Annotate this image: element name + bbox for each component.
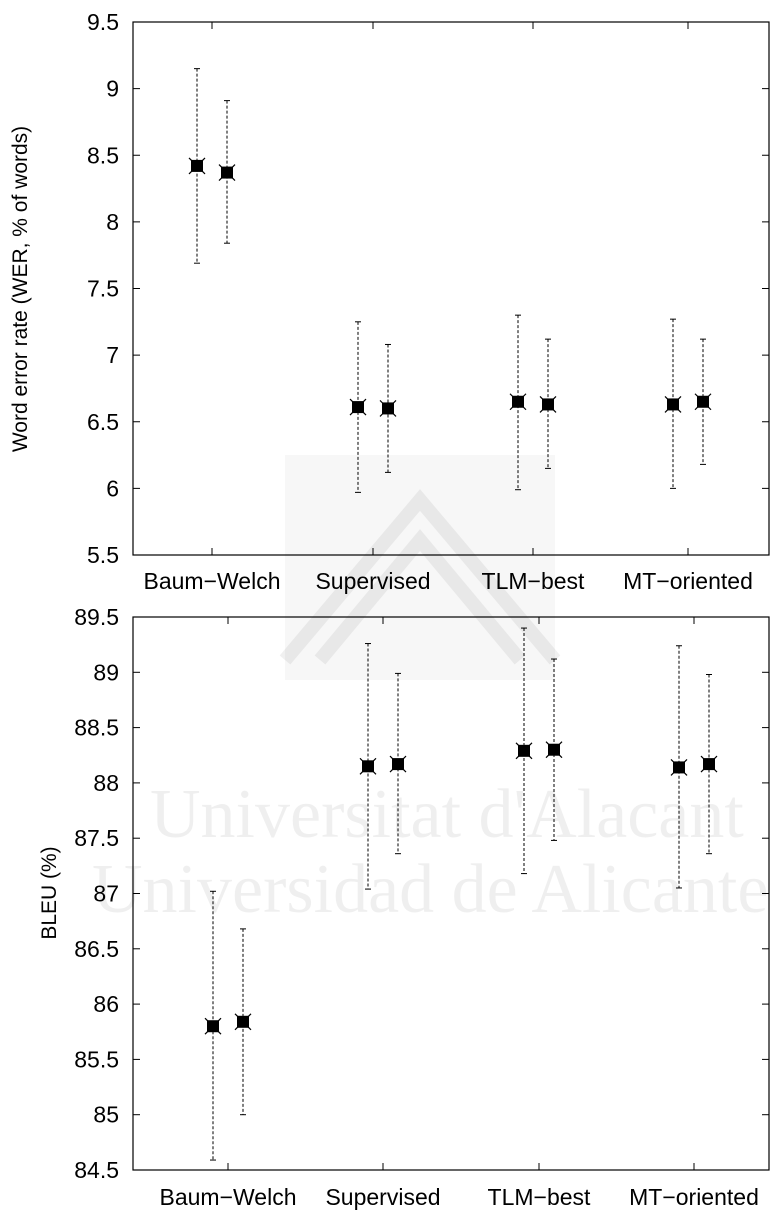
chart1-ylabel: Word error rate (WER, % of words) <box>9 126 32 452</box>
chart2-point-cross-b <box>359 757 377 775</box>
chart1-ytick-label: 7.5 <box>87 276 119 302</box>
chart1-point-cross-b <box>509 393 527 411</box>
chart1-point-cross-b <box>694 393 712 411</box>
chart2-point-cross-b <box>204 1017 222 1035</box>
chart1-ytick-label: 5.5 <box>87 542 119 568</box>
chart2-ytick-label: 85 <box>93 1102 119 1128</box>
chart1-point-cross-b <box>218 164 236 181</box>
chart2-ytick-label: 86 <box>93 991 119 1017</box>
chart1-ytick-label: 8.5 <box>87 142 119 168</box>
chart2-ytick-label: 85.5 <box>74 1046 119 1072</box>
chart2-ytick-label: 89 <box>93 659 119 685</box>
chart2-xtick-label: Baum−Welch <box>159 1184 296 1210</box>
chart2-ytick-label: 87.5 <box>74 825 119 851</box>
chart1-point-cross-b <box>188 157 206 175</box>
chart2-xtick-label: Supervised <box>325 1184 440 1210</box>
chart1-point-cross-b <box>349 398 367 416</box>
chart1-point-cross-b <box>379 400 397 417</box>
chart1-point-cross-b <box>664 396 682 413</box>
chart2-point-cross-b <box>234 1013 252 1031</box>
chart2-point-cross-b <box>389 755 407 773</box>
chart2-xtick-label: MT−oriented <box>629 1184 759 1210</box>
chart2-ytick-label: 88.5 <box>74 715 119 741</box>
chart1-xtick-label: MT−oriented <box>623 568 753 594</box>
chart2-ylabel: BLEU (%) <box>38 846 61 939</box>
chart2-ytick-label: 89.5 <box>74 604 119 630</box>
chart1-ytick-label: 6 <box>106 475 119 501</box>
chart1-plot-frame <box>132 21 770 556</box>
chart2-ytick-label: 86.5 <box>74 936 119 962</box>
chart1-ytick-label: 9 <box>106 76 119 102</box>
chart2-plot-frame <box>132 616 770 1171</box>
chart1-ytick-label: 7 <box>106 342 119 368</box>
chart1-xtick-label: Baum−Welch <box>143 568 280 594</box>
chart2-point-cross-b <box>515 742 533 760</box>
chart1-ytick-label: 9.5 <box>87 9 119 35</box>
chart1-point-cross-b <box>539 396 557 413</box>
chart2-point-cross-b <box>670 758 688 776</box>
chart2-xtick-label: TLM−best <box>488 1184 592 1210</box>
chart1-ytick-label: 8 <box>106 209 119 235</box>
chart2-point-cross-b <box>545 741 563 759</box>
chart2-ytick-label: 84.5 <box>74 1157 119 1183</box>
chart1-xtick-label: Supervised <box>315 568 430 594</box>
chart1-ytick-label: 6.5 <box>87 409 119 435</box>
chart2-ytick-label: 88 <box>93 770 119 796</box>
chart2-ytick-label: 87 <box>93 881 119 907</box>
chart1-xtick-label: TLM−best <box>482 568 586 594</box>
chart2-point-cross-b <box>700 755 718 773</box>
